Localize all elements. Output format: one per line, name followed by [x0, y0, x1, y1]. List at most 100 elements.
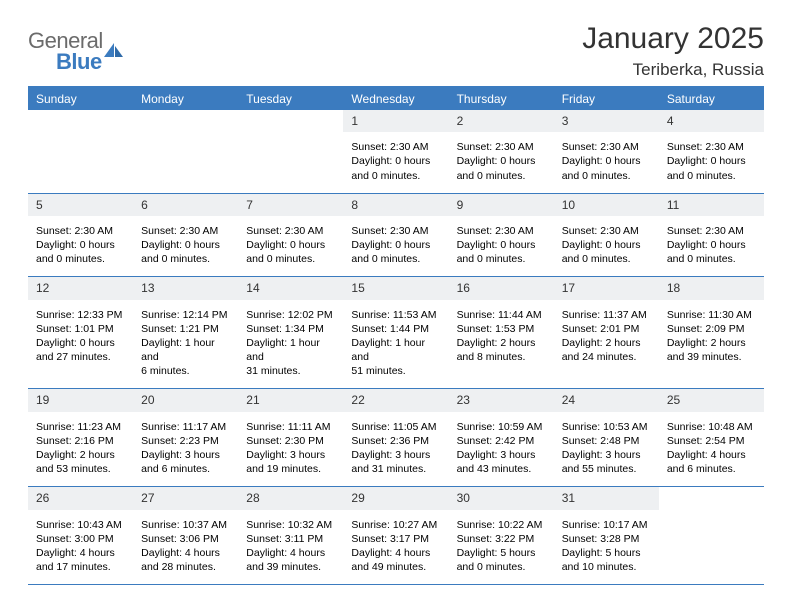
cell-line: Daylight: 2 hours [457, 336, 546, 350]
cell-line: Sunset: 2:30 AM [562, 224, 651, 238]
cell-line: Sunrise: 11:44 AM [457, 308, 546, 322]
calendar-cell: 24Sunrise: 10:53 AMSunset: 2:48 PMDaylig… [554, 389, 659, 486]
date-number: 10 [554, 194, 659, 216]
dayname-tuesday: Tuesday [238, 88, 343, 110]
cell-line: Daylight: 1 hour and [246, 336, 335, 364]
date-number: 20 [133, 389, 238, 411]
cell-line: Sunrise: 10:37 AM [141, 518, 230, 532]
date-number: 12 [28, 277, 133, 299]
week-row: 19Sunrise: 11:23 AMSunset: 2:16 PMDaylig… [28, 389, 764, 487]
cell-line: Sunset: 1:01 PM [36, 322, 125, 336]
calendar-cell: 16 Sunrise: 11:44 AMSunset: 1:53 PMDaylig… [449, 277, 554, 388]
title-block: January 2025 Teriberka, Russia [582, 22, 764, 80]
cell-body: Sunset: 2:30 AMDaylight: 0 hoursand 0 mi… [449, 132, 554, 193]
date-number: 3 [554, 110, 659, 132]
cell-body: Sunset: 2:30 AMDaylight: 0 hoursand 0 mi… [133, 216, 238, 277]
cell-line: Sunrise: 11:30 AM [667, 308, 756, 322]
cell-line: Sunset: 1:44 PM [351, 322, 440, 336]
calendar-cell: 3Sunset: 2:30 AMDaylight: 0 hoursand 0 m… [554, 110, 659, 193]
cell-body: Sunrise: 10:22 AMSunset: 3:22 PMDaylight… [449, 510, 554, 585]
cell-line: Daylight: 0 hours [36, 336, 125, 350]
date-number: 9 [449, 194, 554, 216]
cell-line: Sunset: 3:22 PM [457, 532, 546, 546]
cell-body [28, 132, 133, 184]
cell-line: Daylight: 0 hours [351, 154, 440, 168]
cell-line: Daylight: 4 hours [667, 448, 756, 462]
cell-body: Sunrise: 12:14 PMSunset: 1:21 PMDaylight… [133, 300, 238, 389]
date-number: 16 [449, 277, 554, 299]
cell-line: Sunrise: 12:33 PM [36, 308, 125, 322]
cell-line: Daylight: 0 hours [141, 238, 230, 252]
dayname-monday: Monday [133, 88, 238, 110]
cell-line: and 0 minutes. [246, 252, 335, 266]
cell-line: Daylight: 3 hours [457, 448, 546, 462]
cell-line: Daylight: 0 hours [667, 154, 756, 168]
cell-line: Sunrise: 11:17 AM [141, 420, 230, 434]
cell-body: Sunrise: 10:17 AMSunset: 3:28 PMDaylight… [554, 510, 659, 585]
cell-line: Daylight: 0 hours [667, 238, 756, 252]
date-number: 18 [659, 277, 764, 299]
cell-line: Daylight: 0 hours [457, 238, 546, 252]
cell-line: Sunrise: 12:02 PM [246, 308, 335, 322]
date-number: 1 [343, 110, 448, 132]
date-number: 17 [554, 277, 659, 299]
cell-line: and 28 minutes. [141, 560, 230, 574]
cell-body: Sunrise: 11:53 AMSunset: 1:44 PMDaylight… [343, 300, 448, 389]
cell-line: Sunrise: 10:27 AM [351, 518, 440, 532]
calendar-cell: 31Sunrise: 10:17 AMSunset: 3:28 PMDaylig… [554, 487, 659, 584]
logo-text: General Blue [28, 28, 103, 75]
cell-line: Daylight: 2 hours [562, 336, 651, 350]
cell-line: Daylight: 1 hour and [141, 336, 230, 364]
cell-line: Sunset: 2:30 AM [457, 140, 546, 154]
cell-body: Sunset: 2:30 AMDaylight: 0 hoursand 0 mi… [449, 216, 554, 277]
calendar-cell: 14Sunrise: 12:02 PMSunset: 1:34 PMDaylig… [238, 277, 343, 388]
cell-line: and 55 minutes. [562, 462, 651, 476]
cell-line: Sunrise: 10:32 AM [246, 518, 335, 532]
cell-line: Sunset: 3:06 PM [141, 532, 230, 546]
date-number: 15 [343, 277, 448, 299]
cell-line: Sunrise: 11:23 AM [36, 420, 125, 434]
date-number: 27 [133, 487, 238, 509]
calendar-cell: 29Sunrise: 10:27 AMSunset: 3:17 PMDaylig… [343, 487, 448, 584]
cell-line: and 0 minutes. [351, 252, 440, 266]
date-number: 31 [554, 487, 659, 509]
calendar-cell: 30Sunrise: 10:22 AMSunset: 3:22 PMDaylig… [449, 487, 554, 584]
cell-body: Sunrise: 11:37 AMSunset: 2:01 PMDaylight… [554, 300, 659, 375]
date-number: 19 [28, 389, 133, 411]
cell-line: Sunrise: 10:22 AM [457, 518, 546, 532]
cell-body [133, 132, 238, 184]
cell-line: Daylight: 5 hours [562, 546, 651, 560]
cell-line: and 10 minutes. [562, 560, 651, 574]
cell-body [238, 132, 343, 184]
cell-line: 51 minutes. [351, 364, 440, 378]
cell-line: and 0 minutes. [141, 252, 230, 266]
date-number: 21 [238, 389, 343, 411]
cell-line: and 0 minutes. [667, 169, 756, 183]
calendar-cell: 5Sunset: 2:30 AMDaylight: 0 hoursand 0 m… [28, 194, 133, 277]
cell-line: Sunset: 3:28 PM [562, 532, 651, 546]
cell-line: Sunrise: 10:17 AM [562, 518, 651, 532]
calendar-cell: 8Sunset: 2:30 AMDaylight: 0 hoursand 0 m… [343, 194, 448, 277]
cell-body: Sunset: 2:30 AMDaylight: 0 hoursand 0 mi… [659, 132, 764, 193]
date-number: 5 [28, 194, 133, 216]
date-number: 11 [659, 194, 764, 216]
cell-line: Sunset: 1:21 PM [141, 322, 230, 336]
cell-line: Daylight: 3 hours [351, 448, 440, 462]
calendar-cell: 7Sunset: 2:30 AMDaylight: 0 hoursand 0 m… [238, 194, 343, 277]
cell-line: Sunset: 2:30 AM [457, 224, 546, 238]
logo-sail-icon [103, 41, 125, 59]
cell-line: and 39 minutes. [667, 350, 756, 364]
logo-blue: Blue [56, 49, 103, 75]
cell-line: Sunset: 1:53 PM [457, 322, 546, 336]
cell-body: Sunrise: 11:23 AMSunset: 2:16 PMDaylight… [28, 412, 133, 487]
cell-line: and 49 minutes. [351, 560, 440, 574]
cell-line: Sunset: 2:36 PM [351, 434, 440, 448]
cell-line: Sunset: 3:11 PM [246, 532, 335, 546]
week-row: 1Sunset: 2:30 AMDaylight: 0 hoursand 0 m… [28, 110, 764, 194]
date-number: 30 [449, 487, 554, 509]
cell-line: Sunrise: 10:48 AM [667, 420, 756, 434]
cell-body: Sunrise: 10:48 AMSunset: 2:54 PMDaylight… [659, 412, 764, 487]
calendar-cell-empty [238, 110, 343, 193]
cell-body: Sunset: 2:30 AMDaylight: 0 hoursand 0 mi… [343, 132, 448, 193]
cell-line: Daylight: 0 hours [351, 238, 440, 252]
